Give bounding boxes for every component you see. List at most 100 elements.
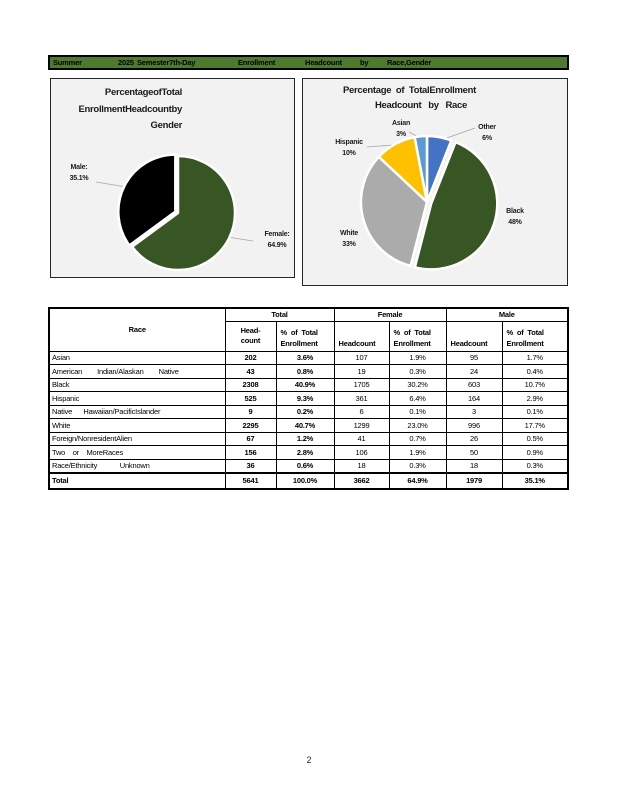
- table-cell: 0.7%: [388, 431, 447, 446]
- race-table-body: Asian 202 3.6% 107 1.9% 95 1.7% American Indian…: [48, 350, 569, 489]
- table-cell: 41: [333, 431, 390, 446]
- pie-slice-asian: [413, 134, 429, 204]
- race-label-black: Black 48%: [495, 207, 535, 228]
- race-label: Black: [48, 377, 226, 392]
- table-cell: 3: [445, 404, 503, 419]
- sub-header-line: count: [240, 336, 261, 345]
- table-cell: 525: [224, 391, 277, 406]
- sub-header-headcount-male: Headcount: [445, 320, 503, 352]
- table-cell: 164: [445, 391, 503, 406]
- table-cell: 9.3%: [275, 391, 335, 406]
- table-cell: 35.1%: [501, 472, 569, 489]
- table-cell: 0.5%: [501, 431, 569, 446]
- table-cell: 107: [333, 350, 390, 365]
- table-row: Total 5641 100.0% 3662 64.9% 1979 35.1%: [48, 472, 569, 489]
- table-cell: 1.7%: [501, 350, 569, 365]
- race-title-word: by: [428, 100, 439, 111]
- label-pct: 3%: [396, 130, 406, 138]
- table-cell: 603: [445, 377, 503, 392]
- sub-header-pct-male: % of Total Enrollment: [501, 320, 569, 352]
- gender-label-male: Male: 35.1%: [57, 163, 101, 184]
- title-word: Race,Gender: [387, 58, 432, 67]
- title-word: by: [360, 58, 369, 67]
- label-text: White: [339, 230, 359, 237]
- table-row: Native Hawaiian/PacificIslander 9 0.2% 6 0.1…: [48, 404, 569, 419]
- table-cell: 1979: [445, 472, 503, 489]
- headcount-table: Race Total Female Male Head- count % of …: [48, 307, 570, 490]
- gender-title-line: EnrollmentHeadcountby: [78, 103, 183, 115]
- table-cell: 5641: [224, 472, 277, 489]
- table-cell: 95: [445, 350, 503, 365]
- table-cell: 30.2%: [388, 377, 447, 392]
- table-cell: 1.2%: [275, 431, 335, 446]
- title-word: 2025: [118, 58, 134, 67]
- table-row: White 2295 40.7% 1299 23.0% 996 17.7%: [48, 418, 569, 433]
- table-row: Race/Ethnicity Unknown 36 0.6% 18 0.3% 18 0.3%: [48, 458, 569, 474]
- sub-header-headcount-total: Head- count: [224, 320, 277, 352]
- table-row: Foreign/NonresidentAlien 67 1.2% 41 0.7% 26 0.…: [48, 431, 569, 446]
- leader-line: [366, 144, 395, 148]
- race-chart-title-line2: Headcount by Race: [375, 100, 467, 111]
- table-cell: 0.3%: [501, 458, 569, 474]
- race-column-header: Race: [48, 307, 226, 352]
- race-label: Hispanic: [48, 391, 226, 406]
- label-text: Female:: [264, 231, 290, 238]
- table-sub-header-row: Head- count % of Total Enrollment Headco…: [49, 320, 569, 352]
- race-title-word: TotalEnrollment: [408, 85, 476, 96]
- label-text: Hispanic: [335, 139, 363, 146]
- label-pct: 64.9%: [267, 241, 287, 249]
- table-cell: 0.6%: [275, 458, 335, 474]
- table-cell: 23.0%: [388, 418, 447, 433]
- race-label: American Indian/Alaskan Native: [48, 364, 226, 379]
- table-cell: 6: [333, 404, 390, 419]
- table-cell: 67: [224, 431, 277, 446]
- sub-header-line: Enrollment: [393, 338, 431, 348]
- table-cell: 996: [445, 418, 503, 433]
- table-cell: 3.6%: [275, 350, 335, 365]
- table-cell: 18: [333, 458, 390, 474]
- race-label: Asian: [48, 350, 226, 365]
- table-cell: 1299: [333, 418, 390, 433]
- table-cell: 1.9%: [388, 445, 447, 460]
- page-number: 2: [306, 755, 312, 765]
- gender-title-line: PercentageofTotal: [104, 87, 182, 98]
- group-header-female: Female: [333, 307, 447, 322]
- table-cell: 43: [224, 364, 277, 379]
- race-label: White: [48, 418, 226, 433]
- table-group-header-row: Race Total Female Male: [48, 307, 569, 352]
- label-pct: 10%: [342, 149, 356, 157]
- race-title-word: Race: [445, 100, 467, 111]
- table-cell: 0.3%: [388, 364, 447, 379]
- group-header-male: Male: [445, 307, 569, 322]
- label-pct: 33%: [342, 240, 356, 248]
- table-cell: 0.1%: [388, 404, 447, 419]
- sub-header-line: % of Total: [506, 327, 544, 337]
- table-cell: 19: [333, 364, 390, 379]
- race-label: Total: [48, 472, 226, 489]
- table-cell: 2.8%: [275, 445, 335, 460]
- gender-pie-svg: [95, 153, 254, 272]
- title-word: Summer: [53, 58, 82, 67]
- table-cell: 100.0%: [275, 472, 335, 489]
- table-cell: 156: [224, 445, 277, 460]
- sub-header-line: Enrollment: [506, 338, 544, 348]
- gender-chart-title: PercentageofTotal EnrollmentHeadcountby …: [62, 85, 183, 135]
- race-pie-svg: [359, 127, 499, 271]
- table-cell: 0.4%: [501, 364, 569, 379]
- race-label: Race/Ethnicity Unknown: [48, 458, 226, 474]
- race-label: Foreign/NonresidentAlien: [48, 431, 226, 446]
- label-text: Asian: [391, 120, 411, 127]
- table-row: Asian 202 3.6% 107 1.9% 95 1.7%: [48, 350, 569, 365]
- title-word: Headcount: [305, 58, 342, 67]
- sub-header-line: Enrollment: [280, 338, 318, 348]
- gender-pie-chart: PercentageofTotal EnrollmentHeadcountby …: [50, 78, 295, 278]
- table-cell: 0.3%: [388, 458, 447, 474]
- table-cell: 40.9%: [275, 377, 335, 392]
- table-cell: 1705: [333, 377, 390, 392]
- race-label-asian: Asian 3%: [383, 119, 419, 140]
- pie-slice-white: [359, 155, 429, 268]
- label-text: Other: [478, 124, 496, 131]
- table-row: Two or MoreRaces 156 2.8% 106 1.9% 50 0.9%: [48, 445, 569, 460]
- sub-header-pct-total: % of Total Enrollment: [275, 320, 335, 352]
